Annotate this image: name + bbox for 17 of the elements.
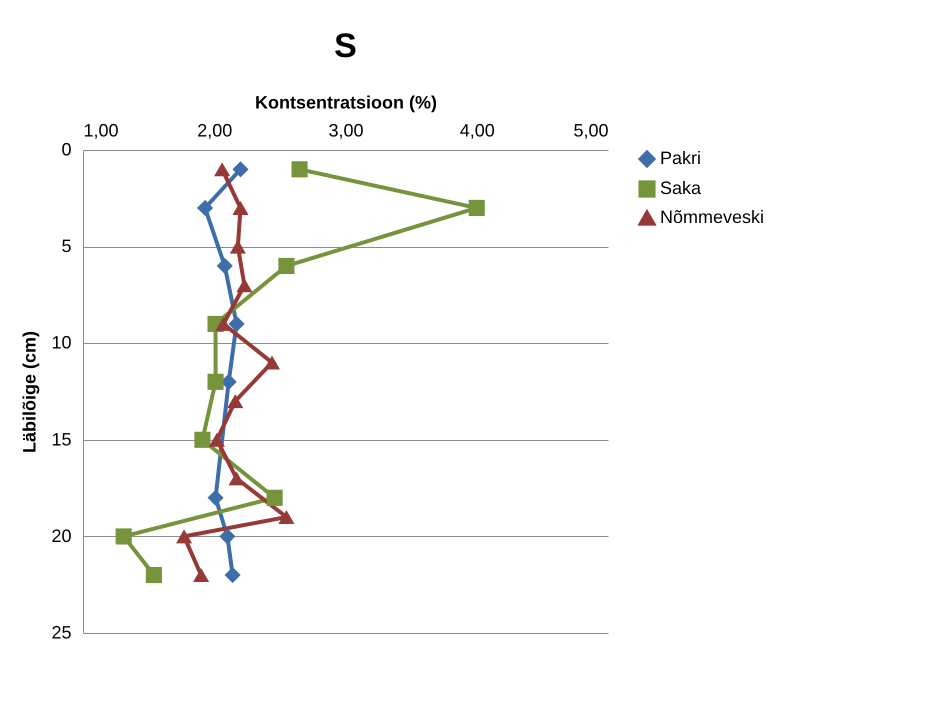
legend-label: Saka bbox=[660, 178, 702, 198]
y-tick-label: 5 bbox=[61, 236, 72, 256]
x-tick-label: 1,00 bbox=[84, 120, 119, 140]
y-tick-label: 10 bbox=[51, 332, 72, 353]
y-tick-label: 20 bbox=[51, 526, 72, 546]
legend-label: Nõmmeveski bbox=[660, 207, 764, 227]
y-axis-title: Läbilõige (cm) bbox=[19, 330, 40, 454]
x-tick-label: 5,00 bbox=[573, 120, 608, 140]
y-tick-label: 25 bbox=[51, 622, 72, 642]
y-tick-label: 15 bbox=[51, 429, 72, 450]
x-axis-title: Kontsentratsioon (%) bbox=[255, 92, 437, 112]
x-tick-label: 2,00 bbox=[197, 120, 232, 140]
chart-title: S bbox=[334, 27, 357, 65]
x-tick-label: 3,00 bbox=[328, 120, 364, 140]
legend-label: Pakri bbox=[660, 148, 702, 168]
y-tick-label: 0 bbox=[61, 140, 72, 160]
x-tick-label: 4,00 bbox=[460, 120, 495, 140]
